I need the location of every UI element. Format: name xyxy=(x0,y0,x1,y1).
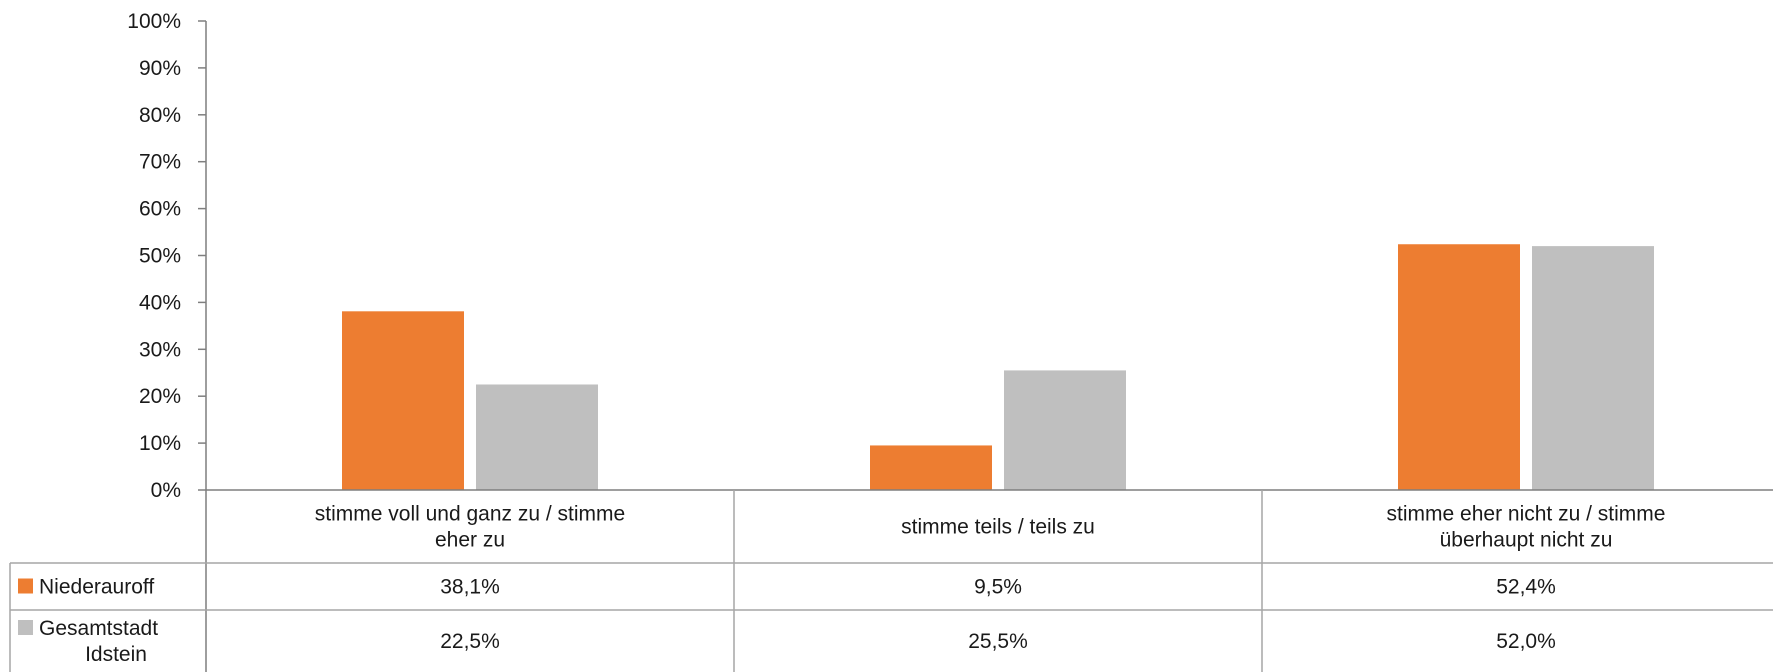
legend-label: Idstein xyxy=(85,643,147,666)
table-value-series-2-cat-2: 25,5% xyxy=(968,630,1028,653)
category-label: eher zu xyxy=(435,529,505,552)
legend-swatch xyxy=(18,578,33,594)
bar-series-1-cat-2 xyxy=(870,445,992,490)
y-tick-label: 20% xyxy=(139,385,181,408)
bar-series-1-cat-3 xyxy=(1398,244,1520,490)
y-tick-label: 10% xyxy=(139,432,181,455)
legend-label: Niederauroff xyxy=(39,576,154,599)
bar-series-2-cat-2 xyxy=(1004,370,1126,490)
y-tick-label: 90% xyxy=(139,57,181,80)
bar-series-1-cat-1 xyxy=(342,311,464,490)
y-tick-label: 50% xyxy=(139,245,181,268)
category-label: stimme eher nicht zu / stimme xyxy=(1387,503,1666,526)
y-tick-label: 80% xyxy=(139,104,181,127)
y-tick-label: 70% xyxy=(139,151,181,174)
y-tick-label: 60% xyxy=(139,198,181,221)
bars-group xyxy=(342,244,1654,490)
y-tick-label: 30% xyxy=(139,338,181,361)
bar-series-2-cat-3 xyxy=(1532,246,1654,490)
table-value-series-2-cat-1: 22,5% xyxy=(440,630,500,653)
data-table: stimme voll und ganz zu / stimme eher zu s… xyxy=(9,490,1773,672)
table-value-series-2-cat-3: 52,0% xyxy=(1496,630,1556,653)
legend-swatch xyxy=(18,620,33,635)
bar-series-2-cat-1 xyxy=(476,384,598,490)
y-tick-label: 100% xyxy=(127,10,181,33)
y-tick-label: 40% xyxy=(139,291,181,314)
table-value-series-1-cat-1: 38,1% xyxy=(440,576,500,599)
table-value-series-1-cat-2: 9,5% xyxy=(974,576,1022,599)
legend-label: Gesamtstadt xyxy=(39,617,158,640)
category-label: stimme voll und ganz zu / stimme xyxy=(315,503,625,526)
y-tick-label: 0% xyxy=(151,479,181,502)
table-value-series-1-cat-3: 52,4% xyxy=(1496,576,1556,599)
category-label: überhaupt nicht zu xyxy=(1440,529,1613,552)
y-ticks-group: 0% 10% 20% 30% 40% 50% 60% 70% 80% 90% 100% xyxy=(127,10,206,502)
category-label: stimme teils / teils zu xyxy=(901,516,1095,539)
